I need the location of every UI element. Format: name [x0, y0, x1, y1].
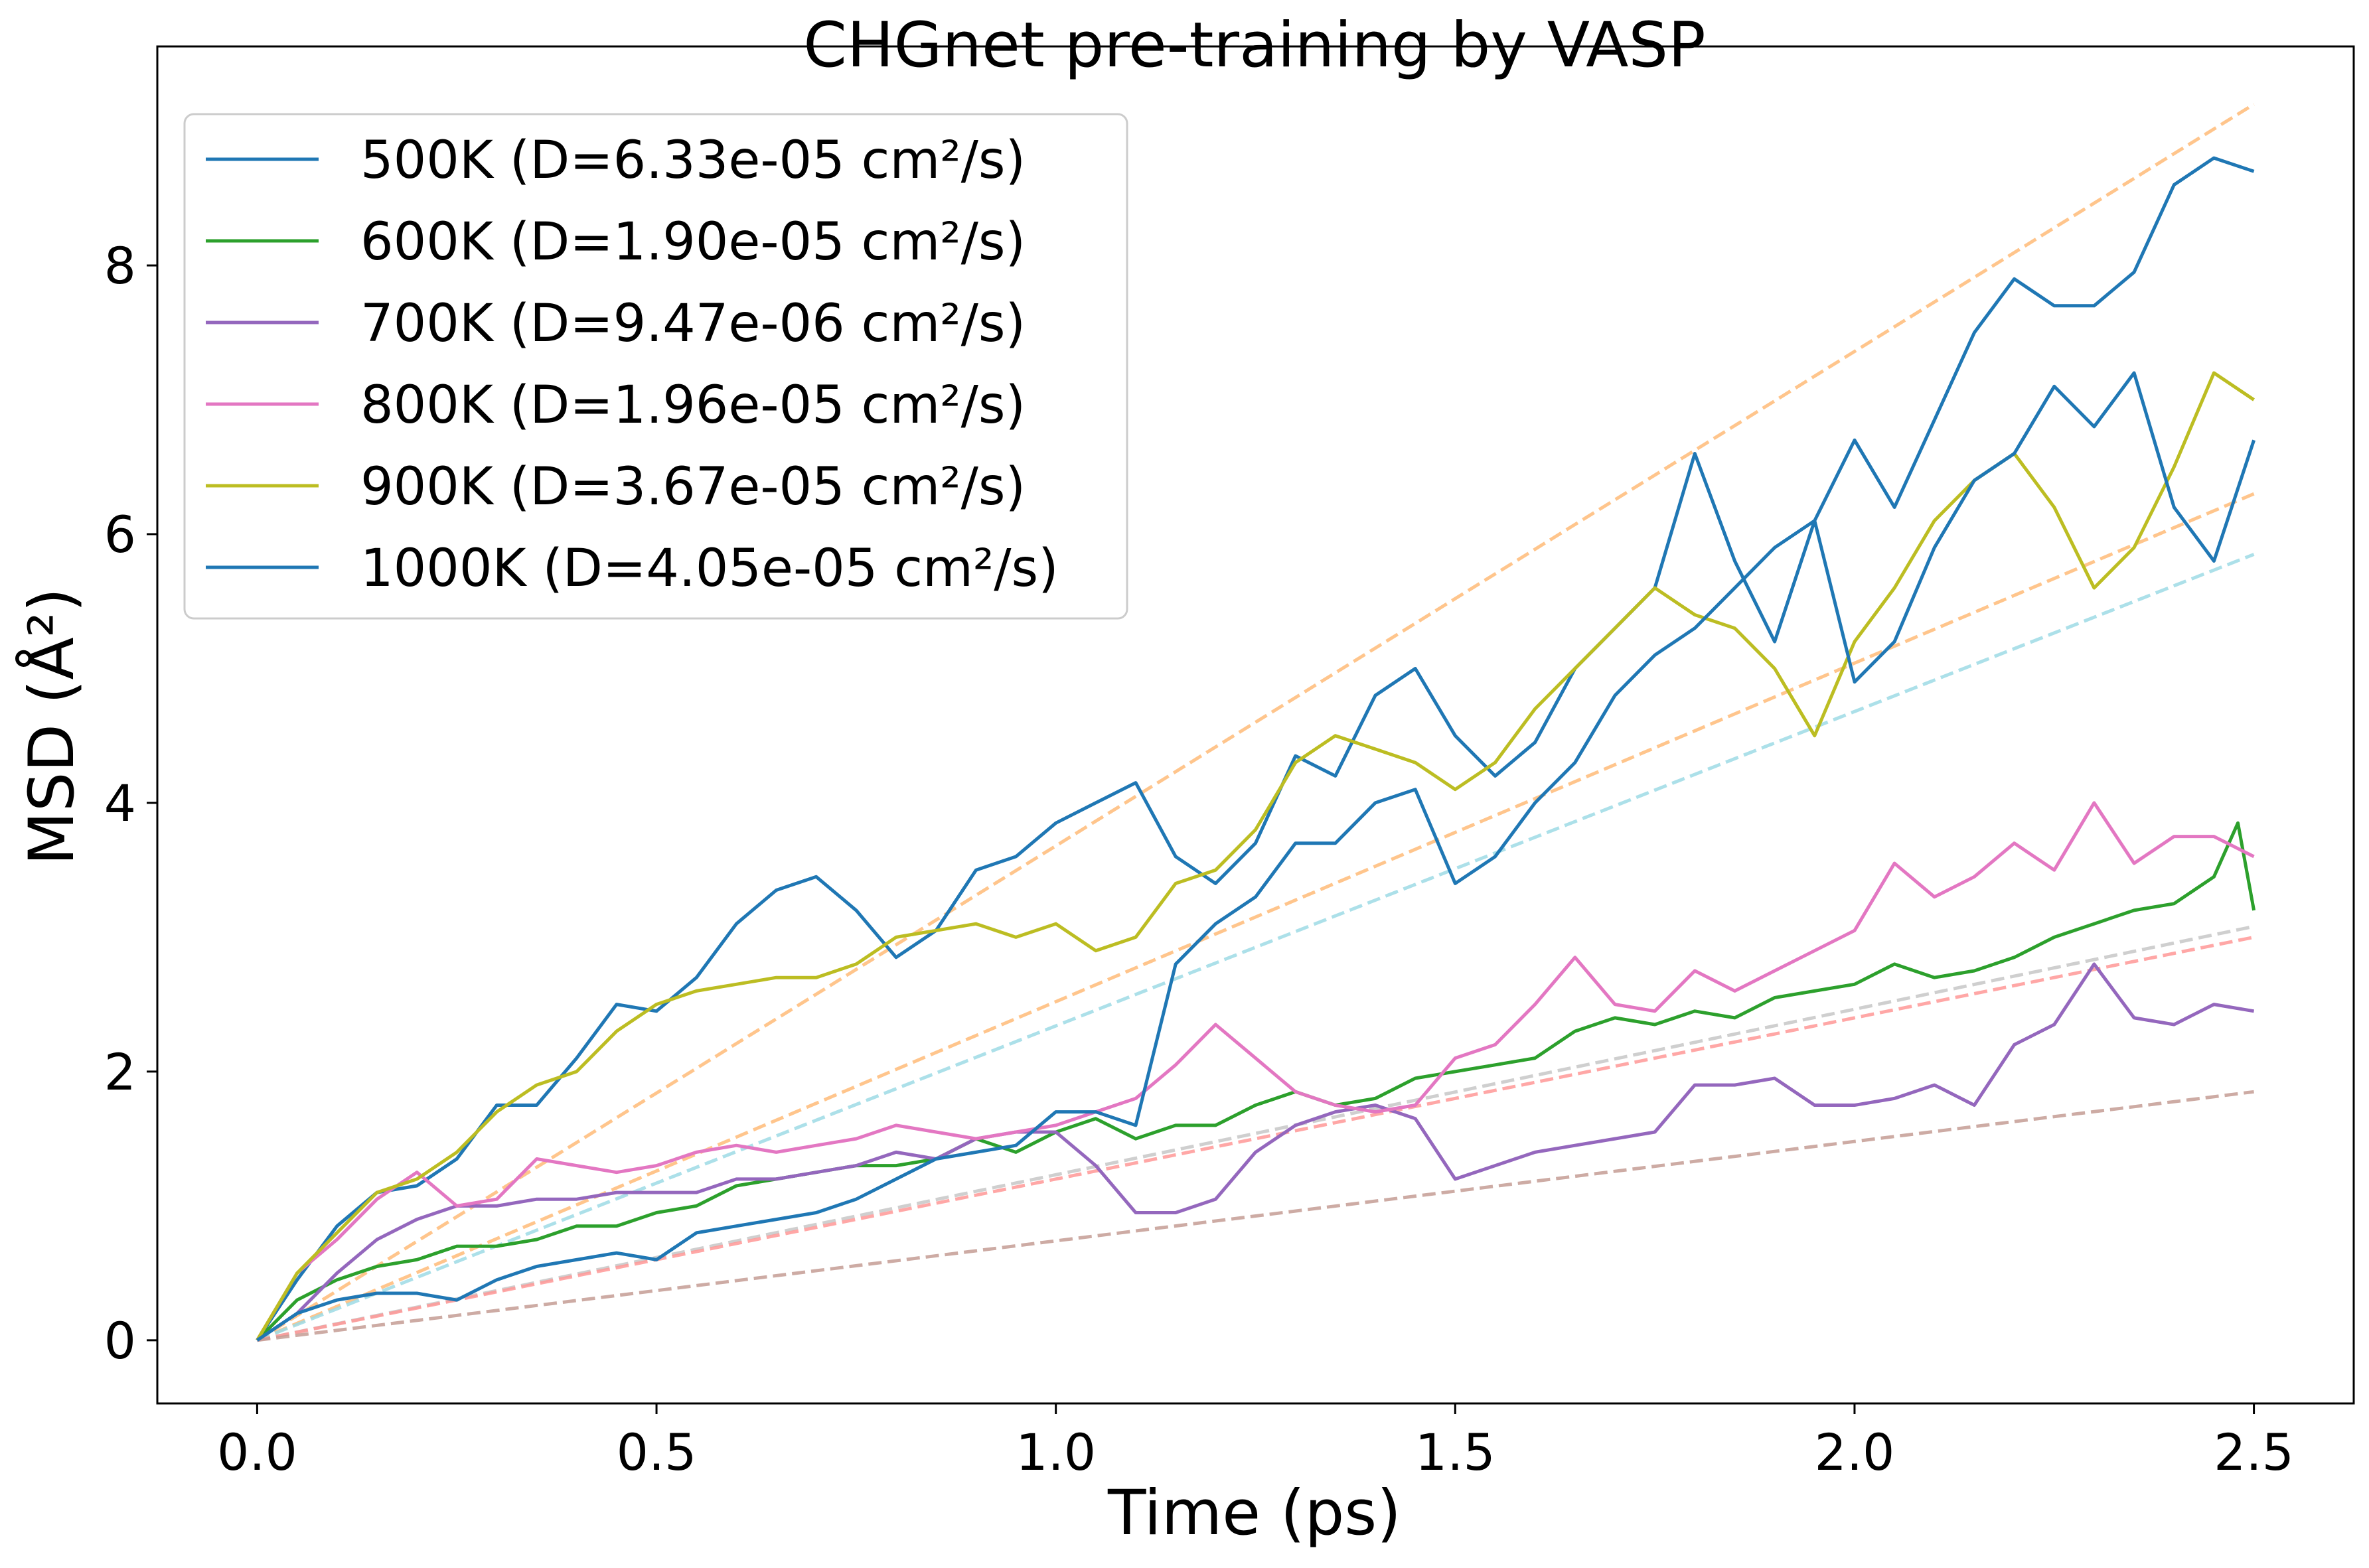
x-tick-label: 2.5 [2214, 1423, 2294, 1482]
plot-frame [156, 45, 2355, 1405]
y-axis: 0 2 4 6 8 [104, 236, 157, 1370]
y-tick-label: 6 [104, 505, 136, 564]
x-tick-label: 2.0 [1815, 1423, 1895, 1482]
series-line-4 [256, 801, 2255, 1342]
series-line-5 [256, 371, 2255, 1342]
legend-label-3: 700K (D=9.47e-06 cm²/s) [360, 294, 1026, 354]
x-axis-label: Time (ps) [1107, 1477, 1401, 1549]
x-tick-label: 1.5 [1415, 1423, 1495, 1482]
legend-label-5: 900K (D=3.67e-05 cm²/s) [360, 457, 1026, 517]
fit-line-2 [256, 492, 2255, 1342]
y-tick-label: 8 [104, 236, 136, 295]
x-tick-label: 0.0 [217, 1423, 297, 1482]
fit-line-3 [256, 553, 2255, 1342]
series-line-1 [256, 156, 2255, 1342]
legend-label-1: 500K (D=6.33e-05 cm²/s) [360, 131, 1026, 190]
series-line-3 [256, 962, 2255, 1342]
x-axis: 0.0 0.5 1.0 1.5 2.0 2.5 [217, 1403, 2294, 1482]
fit-line-6 [257, 1090, 2254, 1342]
plot-area [256, 102, 2256, 1342]
x-tick-label: 1.0 [1016, 1423, 1096, 1482]
fit-line-4 [256, 924, 2255, 1342]
series-line-6 [256, 371, 2255, 1342]
y-axis-label: MSD (Å²) [15, 588, 88, 865]
fit-line-1 [256, 102, 2255, 1342]
legend-label-2: 600K (D=1.90e-05 cm²/s) [360, 212, 1026, 272]
legend-label-4: 800K (D=1.96e-05 cm²/s) [360, 376, 1026, 435]
y-tick-label: 0 [104, 1311, 136, 1370]
fit-line-5 [256, 935, 2255, 1342]
y-tick-label: 4 [104, 774, 136, 833]
series-line-2 [256, 821, 2256, 1342]
x-tick-label: 0.5 [617, 1423, 697, 1482]
y-tick-label: 2 [104, 1042, 136, 1102]
legend-label-6: 1000K (D=4.05e-05 cm²/s) [360, 539, 1059, 599]
legend: 500K (D=6.33e-05 cm²/s) 600K (D=1.90e-05 … [183, 113, 1128, 620]
legend-box [183, 113, 1128, 620]
